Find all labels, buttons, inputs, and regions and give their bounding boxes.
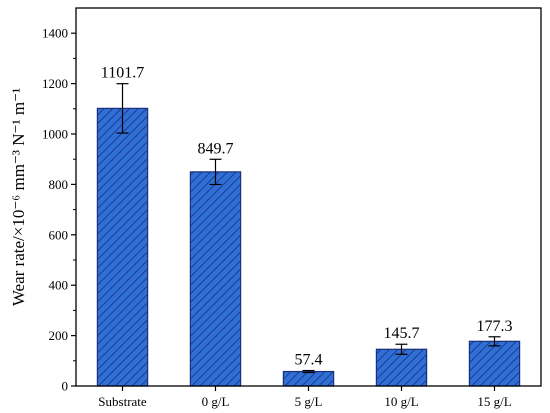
x-tick-label: Substrate (98, 394, 147, 409)
bar (189, 171, 242, 387)
y-tick-label: 200 (49, 328, 69, 343)
bar (468, 340, 521, 387)
y-tick-label: 0 (62, 379, 69, 394)
data-label: 57.4 (295, 352, 323, 369)
x-tick-label: 10 g/L (384, 394, 418, 409)
value-labels-group: 1101.7 849.7 57.4 145.7 177.3 (101, 65, 513, 369)
y-tick-label: 1400 (42, 26, 68, 41)
x-tick-label: 0 g/L (202, 394, 230, 409)
error-bars-group (116, 83, 501, 374)
x-labels-group: Substrate 0 g/L 5 g/L 10 g/L 15 g/L (98, 386, 512, 409)
bar (282, 370, 335, 387)
y-axis-title: Wear rate/×10⁻⁶ mm⁻³ N⁻¹ m⁻¹ (9, 88, 28, 306)
x-tick-label: 5 g/L (295, 394, 323, 409)
data-label: 145.7 (384, 325, 420, 342)
bar (375, 348, 428, 387)
y-tick-label: 800 (49, 177, 69, 192)
data-label: 1101.7 (101, 65, 144, 82)
bar (96, 107, 149, 387)
y-ticks-group: 0 200 400 600 800 1000 1200 1400 (42, 26, 76, 394)
y-tick-label: 400 (49, 278, 69, 293)
plot-frame (75, 7, 542, 387)
data-label: 849.7 (198, 140, 234, 157)
y-tick-label: 1200 (42, 76, 68, 91)
data-label: 177.3 (477, 318, 513, 335)
x-tick-label: 15 g/L (477, 394, 511, 409)
y-tick-label: 1000 (42, 127, 68, 142)
y-tick-label: 600 (49, 227, 69, 242)
bars-group (96, 107, 521, 387)
